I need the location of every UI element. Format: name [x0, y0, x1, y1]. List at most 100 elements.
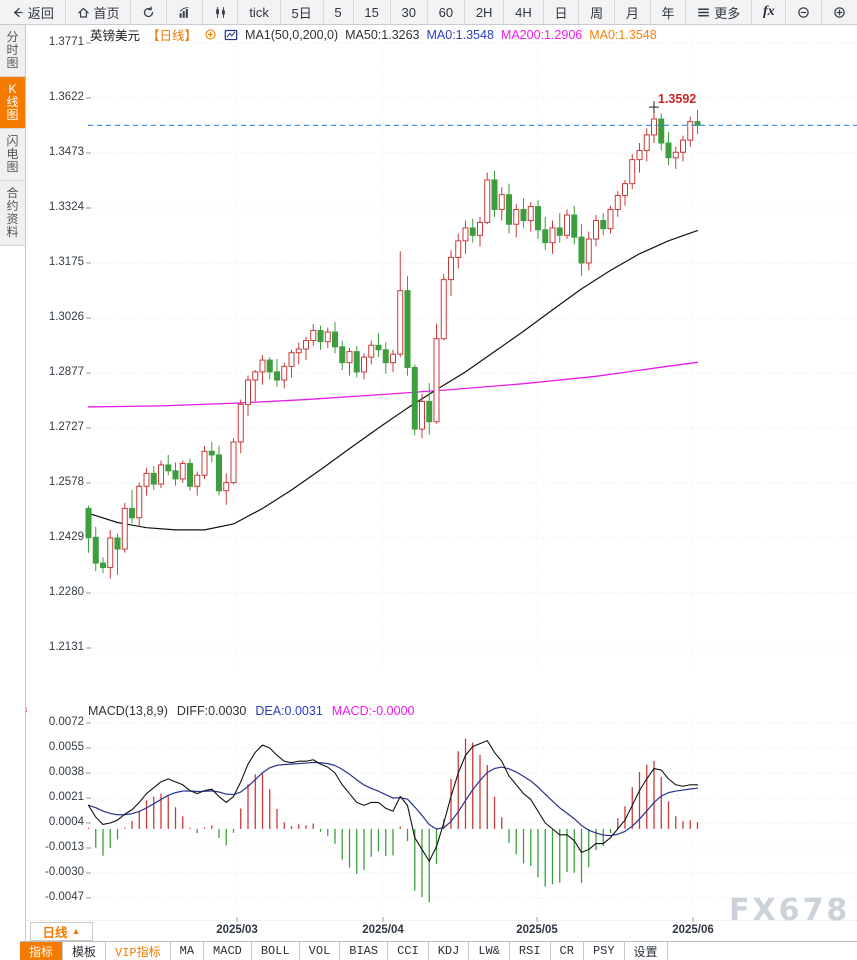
macd-dea-value: DEA:0.0031 — [255, 703, 323, 718]
tab-VIP指标[interactable]: VIP指标 — [106, 942, 171, 960]
back-arrow-icon — [13, 7, 23, 17]
peak-marker: 1.3592 — [649, 92, 696, 114]
plus-circle-icon — [205, 29, 216, 40]
interval-5d-button[interactable]: 5日 — [281, 0, 324, 24]
macd-histogram — [87, 738, 699, 903]
indicator-settings-button[interactable] — [224, 28, 238, 42]
candles-layer — [85, 109, 701, 579]
tab-CR[interactable]: CR — [551, 942, 584, 960]
interval-month-label: 月 — [625, 5, 639, 21]
price-axis-label: 1.3771 — [48, 36, 84, 48]
macd-diff-line — [87, 740, 699, 862]
tab-VOL[interactable]: VOL — [300, 942, 341, 960]
home-icon — [77, 7, 89, 18]
interval-30m-label: 30 — [401, 4, 416, 20]
back-label: 返回 — [27, 5, 54, 21]
more-button[interactable]: 更多 — [686, 0, 753, 24]
interval-day-label: 日 — [554, 5, 568, 21]
interval-60m-button[interactable]: 60 — [428, 0, 465, 24]
sidebar-item-闪电图[interactable]: 闪电图 — [0, 129, 25, 181]
ma50-line — [87, 229, 699, 531]
interval-week-button[interactable]: 周 — [579, 0, 615, 24]
chart-type-candle-button[interactable] — [203, 0, 239, 24]
tab-RSI[interactable]: RSI — [510, 942, 551, 960]
period-selector-label: 日线 — [42, 926, 68, 940]
interval-tick-label: tick — [249, 4, 269, 20]
tab-PSY[interactable]: PSY — [584, 942, 625, 960]
zoom-in-icon — [834, 6, 845, 18]
price-axis-label: 1.3473 — [48, 146, 84, 158]
zoom-out-button[interactable] — [786, 0, 823, 24]
price-axis-label: 1.2877 — [48, 366, 84, 378]
interval-2h-button[interactable]: 2H — [465, 0, 505, 24]
price-axis-label: 1.2131 — [48, 641, 84, 653]
sidebar-item-分时图[interactable]: 分时图 — [0, 25, 25, 77]
indicator-tabbar: 指标 模板 VIP指标 MA MACD BOLL VOL BIAS CCI KDJ LW& RSI CR… — [20, 941, 857, 960]
interval-2h-label: 2H — [475, 4, 493, 20]
macd-axis-label: -0.0013 — [44, 841, 84, 853]
formula-button[interactable]: fx — [752, 0, 787, 24]
watermark: FX678 — [729, 893, 851, 928]
time-axis-label: 2025/05 — [516, 924, 558, 936]
macd-hist-value: MACD:-0.0000 — [331, 703, 415, 718]
macd-params-label: MACD(13,8,9) — [88, 703, 168, 718]
price-axis-label: 1.3026 — [48, 311, 84, 323]
ma200-value: MA200:1.2906 — [500, 27, 583, 42]
tab-BIAS[interactable]: BIAS — [340, 942, 389, 960]
interval-4h-label: 4H — [515, 4, 532, 20]
price-axis-label: 1.2280 — [48, 586, 84, 598]
toolbar: 返回 首页 tick 5日 5 15 30 60 2H 4H 日 周 月 年 更多 fx — [0, 0, 857, 25]
axis-divider — [26, 920, 857, 921]
interval-tick-button[interactable]: tick — [238, 0, 281, 24]
fx-icon: fx — [762, 4, 775, 19]
tab-设置[interactable]: 设置 — [625, 942, 668, 960]
home-button[interactable]: 首页 — [66, 0, 132, 24]
peak-price-label: 1.3592 — [658, 92, 696, 106]
chevron-up-icon: ▲ — [71, 926, 81, 936]
tab-LW&[interactable]: LW& — [469, 942, 510, 960]
tab-模板[interactable]: 模板 — [63, 942, 107, 960]
macd-axis-label: -0.0047 — [44, 891, 84, 903]
interval-15m-label: 15 — [364, 4, 379, 20]
interval-year-button[interactable]: 年 — [651, 0, 687, 24]
interval-15m-button[interactable]: 15 — [354, 0, 391, 24]
interval-5d-label: 5日 — [291, 5, 312, 21]
price-axis-label: 1.3175 — [48, 256, 84, 268]
grid-lines — [86, 36, 857, 922]
price-axis-label: 1.2429 — [48, 531, 84, 543]
tabbar-filler — [668, 942, 857, 960]
tab-BOLL[interactable]: BOLL — [252, 942, 300, 960]
zoom-in-button[interactable] — [822, 0, 857, 24]
price-axis-label: 1.2727 — [48, 421, 84, 433]
macd-axis-label: 0.0038 — [48, 766, 84, 778]
refresh-button[interactable] — [131, 0, 168, 24]
period-selector[interactable]: 日线 ▲ — [30, 922, 93, 941]
add-favorite-button[interactable] — [204, 28, 217, 41]
interval-4h-button[interactable]: 4H — [504, 0, 544, 24]
tab-CCI[interactable]: CCI — [388, 942, 429, 960]
home-label: 首页 — [93, 5, 120, 21]
ma50-value: MA50:1.3263 — [345, 27, 420, 42]
interval-5m-button[interactable]: 5 — [324, 0, 354, 24]
macd-axis-label: -0.0030 — [44, 866, 84, 878]
time-axis-label: 2025/03 — [216, 924, 258, 936]
ma0-blue-value: MA0:1.3548 — [426, 27, 494, 42]
interval-30m-button[interactable]: 30 — [391, 0, 428, 24]
back-button[interactable]: 返回 — [0, 0, 66, 24]
tab-指标[interactable]: 指标 — [20, 942, 64, 960]
tab-MA[interactable]: MA — [171, 942, 205, 960]
interval-day-button[interactable]: 日 — [544, 0, 580, 24]
price-axis-label: 1.3324 — [48, 201, 84, 213]
price-axis-label: 1.3622 — [48, 91, 84, 103]
chart-type-bar-button[interactable] — [167, 0, 203, 24]
interval-month-button[interactable]: 月 — [615, 0, 651, 24]
tab-MACD[interactable]: MACD — [204, 942, 252, 960]
symbol-name: 英镑美元 — [90, 29, 141, 43]
refresh-icon — [144, 6, 154, 17]
sidebar-item-合约资料[interactable]: 合约资料 — [0, 181, 25, 246]
ma0-orange-value: MA0:1.3548 — [589, 27, 657, 42]
macd-axis-label: 0.0055 — [48, 741, 84, 753]
tab-KDJ[interactable]: KDJ — [429, 942, 470, 960]
